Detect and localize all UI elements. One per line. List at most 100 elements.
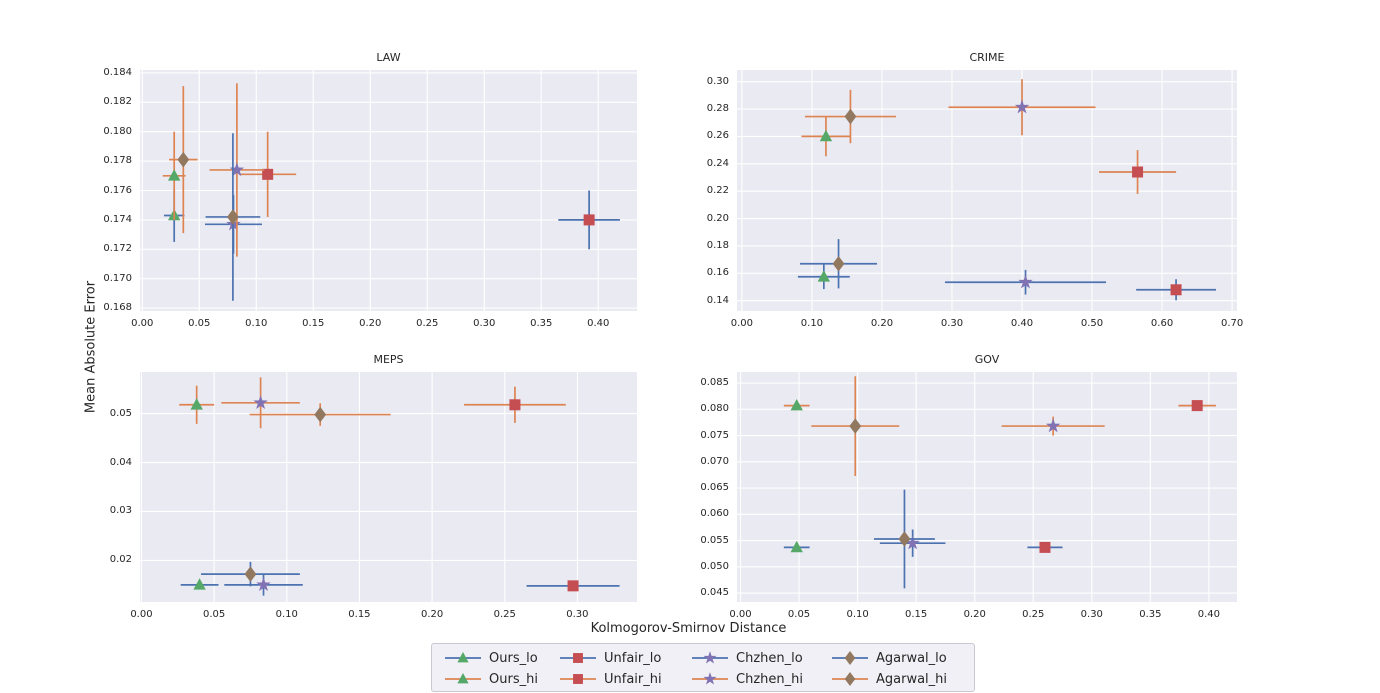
errorbar-point-ours-hi: [162, 131, 186, 220]
y-axis-label: Mean Absolute Error: [83, 280, 99, 414]
y-tick-label: 0.055: [700, 534, 729, 546]
legend-swatch: [445, 652, 481, 663]
x-tick-label: 0.10: [245, 318, 268, 329]
y-tick-label: 0.04: [109, 456, 132, 468]
errorbar-point-unfair-lo: [1027, 541, 1063, 553]
y-tick-label: 0.22: [706, 185, 729, 197]
legend-star-icon: [703, 651, 717, 664]
y-tick-label: 0.26: [706, 130, 729, 142]
y-tick-label: 0.16: [706, 267, 729, 279]
errorbar-point-chzhen-hi: [948, 79, 1096, 136]
y-tick-label: 0.050: [700, 560, 729, 572]
legend-star-icon: [703, 672, 717, 685]
y-tick-label: 0.182: [103, 96, 132, 108]
errorbar-point-ours-hi: [783, 399, 810, 411]
legend-label: Unfair_lo: [604, 650, 662, 666]
y-tick-label: 0.075: [700, 429, 729, 441]
subplot-title-meps: MEPS: [373, 353, 404, 366]
legend-item-ours-hi: Ours_hi: [444, 669, 538, 689]
y-tick-label: 0.14: [706, 294, 729, 306]
legend-swatch: [692, 651, 728, 664]
y-tick-label: 0.18: [706, 239, 729, 251]
legend-swatch: [692, 672, 728, 685]
legend-swatch: [832, 650, 868, 666]
x-tick-label: 0.70: [1220, 318, 1244, 329]
marker-unfair-lo: [1170, 284, 1182, 296]
subplot-gov: [737, 372, 1237, 602]
y-tick-label: 0.02: [109, 554, 132, 566]
errorbar-point-agarwal-hi: [249, 403, 391, 426]
marker-unfair-lo: [1039, 541, 1051, 553]
y-tick-label: 0.28: [706, 103, 729, 115]
legend-item-agarwal-lo: Agarwal_lo: [831, 648, 947, 668]
y-tick-label: 0.085: [700, 377, 729, 389]
x-tick-label: 0.25: [493, 609, 516, 620]
legend-swatch: [560, 674, 596, 684]
x-tick-label: 0.15: [905, 609, 928, 620]
x-tick-label: 0.30: [566, 609, 589, 620]
x-axis-label: Kolmogorov-Smirnov Distance: [590, 621, 787, 636]
x-tick-label: 0.20: [870, 318, 894, 329]
errorbar-point-unfair-hi: [1178, 400, 1216, 412]
y-tick-label: 0.180: [103, 125, 132, 137]
marker-ours-hi: [167, 169, 181, 181]
marker-chzhen-hi: [1014, 99, 1030, 114]
x-tick-label: 0.25: [1022, 609, 1045, 620]
marker-unfair-lo: [583, 214, 595, 226]
errorbar-point-unfair-hi: [239, 131, 297, 217]
legend: Ours_lo Unfair_lo Chzhen_lo Agarwal_lo Ours…: [431, 643, 975, 692]
marker-chzhen-lo: [905, 535, 920, 550]
subplot-title-gov: GOV: [974, 353, 1000, 366]
x-tick-label: 0.05: [202, 609, 226, 620]
marker-unfair-hi: [1191, 400, 1203, 412]
x-tick-label: 0.30: [473, 318, 496, 329]
errorbar-point-ours-hi: [801, 116, 851, 157]
y-tick-label: 0.172: [103, 243, 132, 255]
x-tick-label: 0.00: [729, 609, 752, 620]
legend-swatch: [832, 671, 868, 687]
legend-swatch: [445, 673, 481, 684]
marker-ours-lo: [193, 578, 206, 590]
y-tick-label: 0.065: [700, 482, 729, 494]
y-tick-label: 0.070: [700, 455, 729, 467]
x-tick-label: 0.05: [188, 318, 211, 329]
errorbar-point-agarwal-lo: [800, 239, 878, 289]
subplot-crime: [737, 70, 1237, 311]
y-tick-label: 0.045: [700, 587, 729, 599]
legend-label: Unfair_hi: [604, 671, 662, 687]
x-tick-label: 0.00: [131, 318, 154, 329]
subplot-law: [140, 70, 637, 311]
x-tick-label: 0.30: [940, 318, 964, 329]
legend-label: Chzhen_lo: [736, 650, 803, 666]
marker-chzhen-hi: [229, 162, 245, 177]
errorbar-point-unfair-hi: [464, 386, 566, 423]
x-tick-label: 0.25: [416, 318, 439, 329]
y-tick-label: 0.20: [706, 212, 729, 224]
legend-item-chzhen-lo: Chzhen_lo: [691, 648, 803, 668]
x-tick-label: 0.40: [1010, 318, 1034, 329]
marker-ours-hi: [190, 398, 203, 410]
marker-ours-hi: [819, 129, 833, 142]
errorbar-point-unfair-lo: [1136, 279, 1216, 301]
legend-label: Agarwal_lo: [876, 650, 947, 666]
y-tick-label: 0.170: [103, 272, 132, 284]
marker-agarwal-lo: [244, 566, 257, 582]
legend-diamond-icon: [844, 671, 856, 687]
errorbar-point-chzhen-lo: [944, 269, 1107, 295]
x-tick-label: 0.05: [787, 609, 811, 620]
marker-chzhen-hi: [253, 395, 268, 409]
errorbar-point-chzhen-lo: [224, 574, 303, 596]
x-tick-label: 0.00: [730, 318, 754, 329]
errorbar-point-ours-lo: [797, 264, 850, 290]
marker-chzhen-lo: [1018, 274, 1033, 289]
x-tick-label: 0.50: [1080, 318, 1104, 329]
marker-agarwal-hi: [849, 418, 862, 434]
errorbar-point-chzhen-hi: [221, 377, 300, 429]
marker-agarwal-lo: [227, 209, 239, 225]
y-tick-label: 0.03: [109, 505, 132, 517]
x-tick-label: 0.10: [800, 318, 824, 329]
x-tick-label: 0.35: [530, 318, 553, 329]
marker-agarwal-lo: [832, 255, 845, 272]
errorbar-point-chzhen-hi: [1001, 416, 1105, 436]
marker-ours-hi: [790, 399, 803, 411]
